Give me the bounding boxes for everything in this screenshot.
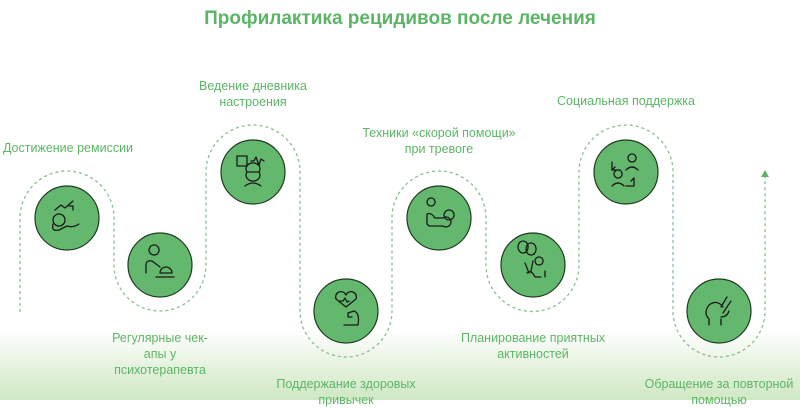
therapist-session-icon — [145, 244, 175, 278]
mood-diary-icon — [236, 155, 265, 187]
step-circle-6 — [500, 232, 566, 298]
first-aid-icon — [426, 197, 455, 228]
step-circle-7 — [593, 139, 659, 205]
step-label-7: Социальная поддержка — [557, 94, 695, 108]
step-label-6: Планирование приятных активностей — [460, 331, 606, 361]
heart-strength-icon — [334, 291, 360, 326]
balloons-person-icon — [517, 240, 546, 278]
step-circle-4 — [313, 278, 379, 344]
arrow-head-icon — [761, 170, 769, 177]
step-circle-8 — [686, 278, 752, 344]
social-exchange-icon — [611, 153, 639, 187]
recovery-trend-icon — [51, 200, 80, 232]
step-label-3: Ведение дневника настроения — [199, 79, 307, 109]
helping-hand-icon — [705, 296, 732, 326]
page-title: Профилактика рецидивов после лечения — [204, 8, 596, 29]
step-label-8: Обращение за повторной помощью — [644, 377, 794, 407]
step-label-1: Достижение ремиссии — [2, 141, 134, 155]
dashed-path — [19, 124, 766, 358]
step-circle-2 — [127, 232, 193, 298]
step-circle-1 — [34, 185, 100, 251]
step-label-2: Регулярные чек-апы у психотерапевта — [112, 331, 208, 377]
step-label-4: Поддержание здоровых привычек — [276, 377, 416, 407]
step-label-5: Техники «скорой помощи» при тревоге — [362, 126, 516, 156]
